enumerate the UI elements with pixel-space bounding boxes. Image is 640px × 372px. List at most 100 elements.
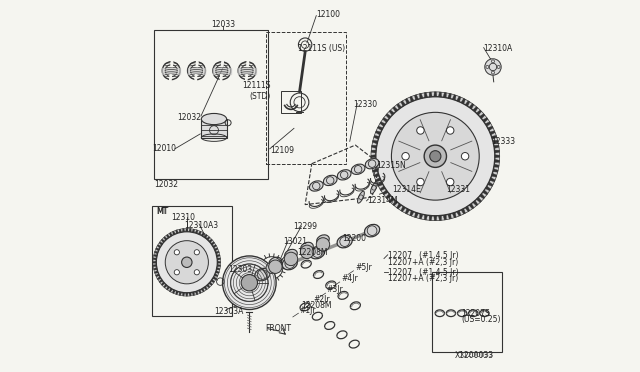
Polygon shape (448, 93, 451, 99)
Polygon shape (216, 254, 220, 257)
Ellipse shape (337, 235, 352, 248)
Polygon shape (209, 239, 212, 243)
Polygon shape (189, 292, 191, 296)
Bar (266, 32, 346, 164)
Polygon shape (166, 286, 170, 290)
Polygon shape (214, 248, 218, 251)
Circle shape (484, 59, 501, 75)
Polygon shape (161, 239, 165, 243)
Text: MT: MT (156, 207, 168, 216)
Circle shape (165, 241, 209, 284)
Polygon shape (378, 126, 383, 131)
Ellipse shape (282, 257, 298, 270)
Polygon shape (448, 214, 451, 219)
Polygon shape (429, 92, 432, 97)
Polygon shape (186, 228, 188, 232)
Circle shape (153, 228, 221, 296)
Polygon shape (380, 122, 385, 126)
Polygon shape (397, 203, 401, 209)
Polygon shape (156, 273, 159, 277)
Text: 12330: 12330 (353, 100, 378, 109)
Polygon shape (218, 261, 221, 263)
Polygon shape (376, 178, 381, 182)
Polygon shape (211, 242, 214, 245)
Text: #4Jr: #4Jr (342, 274, 358, 283)
Polygon shape (419, 93, 423, 99)
Polygon shape (401, 101, 406, 106)
Text: 12010: 12010 (152, 144, 177, 153)
Polygon shape (156, 248, 159, 251)
Circle shape (402, 153, 410, 160)
Polygon shape (157, 276, 161, 280)
Polygon shape (214, 273, 218, 277)
Ellipse shape (285, 249, 298, 260)
Polygon shape (393, 107, 398, 112)
Polygon shape (389, 110, 394, 115)
Polygon shape (490, 178, 495, 182)
Polygon shape (479, 194, 485, 199)
Polygon shape (457, 96, 461, 102)
Polygon shape (485, 186, 491, 191)
Bar (202, 119, 227, 138)
Text: 12109: 12109 (270, 146, 294, 155)
Polygon shape (170, 288, 173, 292)
Text: 12333: 12333 (491, 137, 515, 146)
Bar (281, 91, 301, 113)
Text: 12299: 12299 (293, 222, 317, 231)
Circle shape (223, 256, 276, 310)
Text: X1200033: X1200033 (460, 352, 494, 358)
Circle shape (429, 151, 441, 162)
Circle shape (316, 238, 330, 251)
Ellipse shape (337, 170, 351, 180)
Polygon shape (206, 284, 210, 288)
Circle shape (194, 270, 200, 275)
Polygon shape (488, 126, 493, 131)
Text: 12207S: 12207S (461, 309, 490, 318)
Polygon shape (461, 99, 465, 104)
Polygon shape (473, 107, 478, 112)
Polygon shape (153, 261, 156, 263)
Polygon shape (372, 169, 378, 172)
Text: #5Jr: #5Jr (355, 263, 372, 272)
Circle shape (241, 275, 257, 291)
Polygon shape (419, 214, 423, 219)
Polygon shape (201, 288, 204, 292)
Circle shape (156, 232, 218, 293)
Text: FRONT: FRONT (265, 324, 291, 333)
Polygon shape (154, 254, 157, 257)
Polygon shape (434, 216, 437, 221)
Polygon shape (182, 228, 185, 232)
Text: 12207   (#1,4,5 Jr): 12207 (#1,4,5 Jr) (388, 268, 458, 277)
Polygon shape (371, 155, 376, 158)
Circle shape (392, 112, 479, 200)
Polygon shape (206, 237, 210, 240)
Polygon shape (465, 101, 470, 106)
Polygon shape (443, 93, 446, 98)
Text: 12314E: 12314E (392, 185, 421, 194)
Polygon shape (429, 215, 432, 221)
Polygon shape (483, 118, 488, 122)
Text: 12033: 12033 (211, 20, 236, 29)
Polygon shape (159, 279, 163, 283)
Polygon shape (153, 264, 157, 267)
Polygon shape (479, 114, 485, 119)
Polygon shape (217, 264, 221, 267)
Ellipse shape (310, 246, 324, 259)
Polygon shape (401, 206, 406, 212)
Text: #3Jr: #3Jr (326, 285, 344, 294)
Polygon shape (186, 293, 188, 296)
Polygon shape (415, 95, 419, 100)
Polygon shape (434, 92, 437, 97)
Ellipse shape (255, 268, 270, 281)
Polygon shape (154, 251, 158, 254)
Text: 12100: 12100 (316, 10, 340, 19)
Text: 12111S (US): 12111S (US) (298, 44, 345, 53)
Text: 12310A3: 12310A3 (184, 221, 218, 230)
Polygon shape (410, 211, 414, 216)
Ellipse shape (365, 158, 379, 169)
Polygon shape (212, 276, 216, 280)
Polygon shape (415, 212, 419, 218)
Circle shape (376, 97, 495, 216)
Polygon shape (209, 282, 212, 285)
Polygon shape (179, 229, 182, 233)
